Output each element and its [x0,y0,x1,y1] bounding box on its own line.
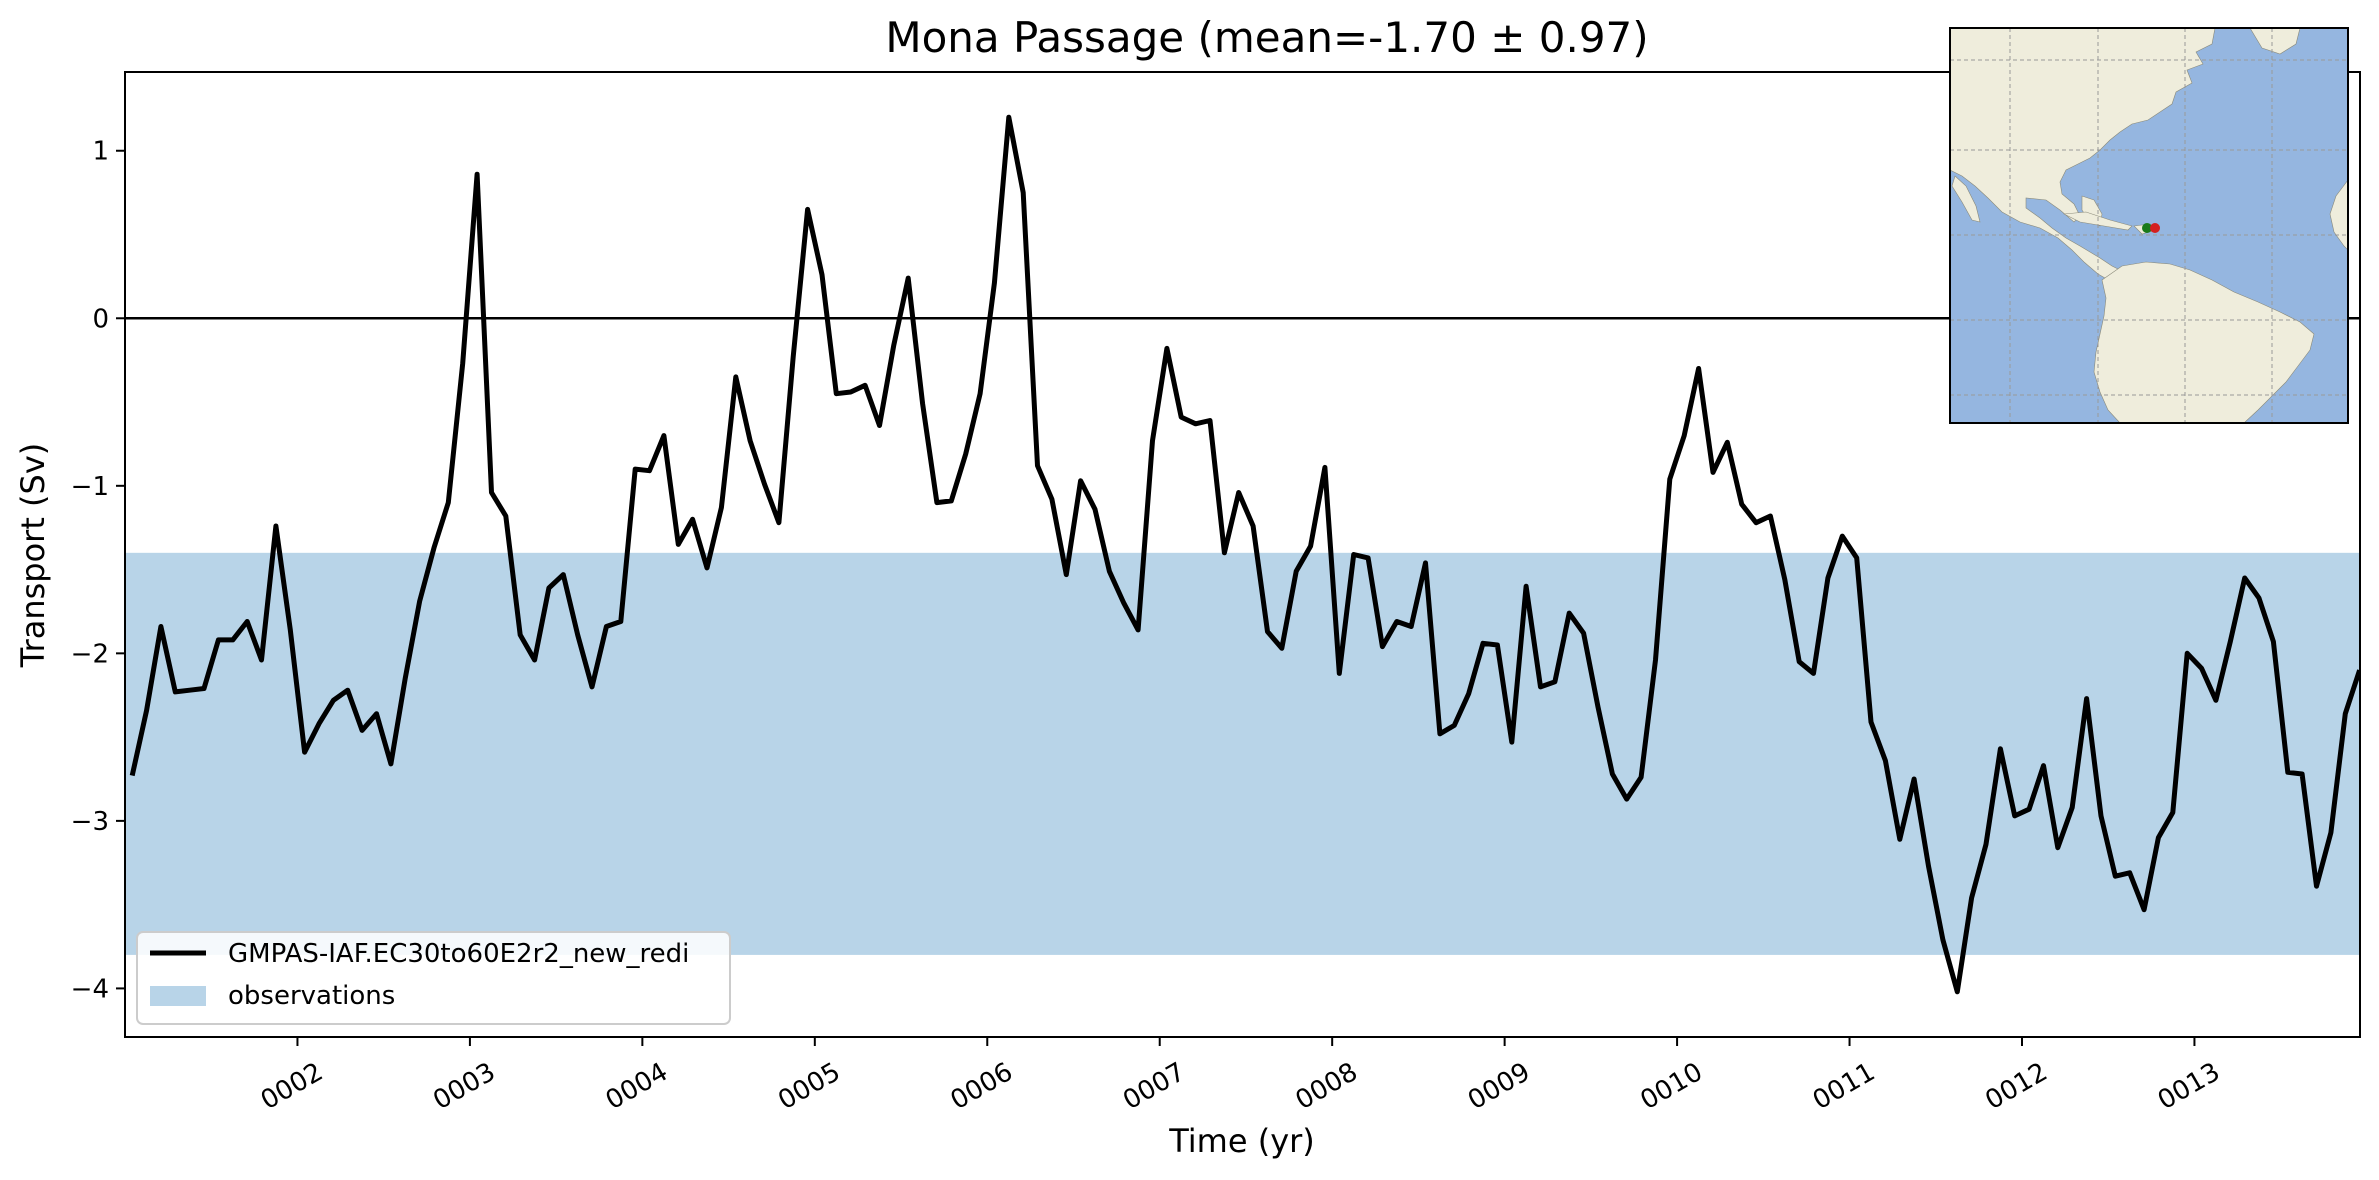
y-tick-label: −3 [71,807,109,837]
map-land-north-america [1950,28,2216,291]
y-tick-label: 0 [92,304,109,334]
x-tick-label: 0013 [2153,1057,2225,1116]
series-line [129,114,2360,995]
plot-area [124,71,2361,1038]
x-axis-label: Time (yr) [1168,1122,1315,1160]
legend-box [136,931,731,1025]
map-land-baja [1951,175,1981,223]
y-axis: −4 −3 −2 −1 0 1 [71,137,125,1004]
legend-observations-label: observations [228,981,395,1011]
x-tick-label: 0003 [428,1057,500,1116]
x-tick-label: 0010 [1635,1057,1707,1116]
x-tick-label: 0007 [1118,1057,1190,1116]
map-land-africa [2329,179,2348,251]
observations-band [125,552,2360,955]
y-tick-label: −1 [71,472,109,502]
x-tick-label: 0011 [1808,1057,1880,1116]
x-tick-label: 0002 [256,1057,328,1116]
legend-series-label: GMPAS-IAF.EC30to60E2r2_new_redi [228,939,689,969]
map-frame [1949,27,2349,424]
x-tick-label: 0008 [1291,1057,1363,1116]
x-axis: 0002 0003 0004 0005 0006 0007 0008 0009 0010 0011… [256,1037,2225,1116]
map-marker-start [2142,223,2152,233]
y-axis-label: Transport (Sv) [14,443,52,669]
map-marker-end [2150,223,2160,233]
x-tick-label: 0006 [946,1057,1018,1116]
legend-observations-swatch [150,986,206,1006]
plot-frame [124,71,2361,1038]
y-tick-label: −4 [71,974,109,1004]
x-tick-label: 0012 [1980,1057,2052,1116]
map-land-south-america [2093,261,2315,423]
x-tick-label: 0009 [1463,1057,1535,1116]
y-tick-label: 1 [92,137,109,167]
y-tick-label: −2 [71,639,109,669]
map-land-greenland [2249,28,2301,55]
legend: GMPAS-IAF.EC30to60E2r2_new_redi observat… [136,931,731,1025]
chart-title: Mona Passage (mean=-1.70 ± 0.97) [885,13,1648,62]
inset-map [1949,27,2349,424]
x-tick-label: 0005 [773,1057,845,1116]
x-tick-label: 0004 [601,1057,673,1116]
